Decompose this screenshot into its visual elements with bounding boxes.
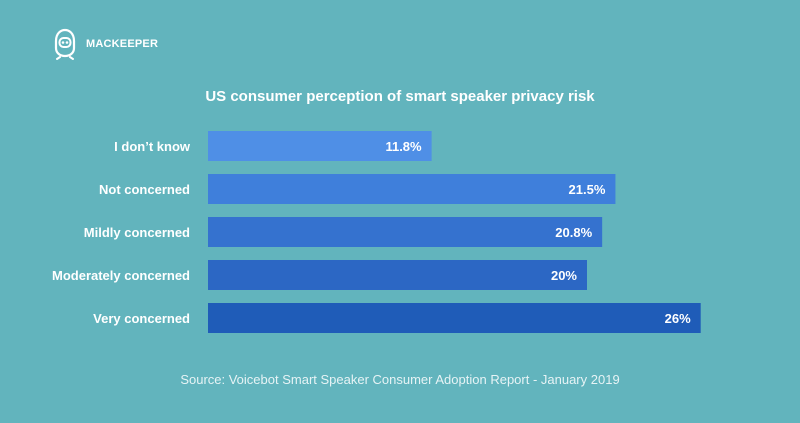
bar (208, 303, 701, 333)
category-label: Mildly concerned (84, 225, 190, 240)
bar (208, 217, 603, 247)
bar-value-label: 20% (551, 268, 577, 283)
bar-value-label: 20.8% (555, 225, 592, 240)
bar (208, 174, 616, 204)
category-label: Not concerned (99, 182, 190, 197)
brand-logo: MACKEEPER (52, 28, 158, 60)
bar (208, 131, 432, 161)
bar (208, 260, 587, 290)
category-label: Very concerned (93, 311, 190, 326)
bar-value-label: 21.5% (569, 182, 606, 197)
category-label: Moderately concerned (52, 268, 190, 283)
brand-name: MACKEEPER (86, 38, 159, 50)
chart-title: US consumer perception of smart speaker … (205, 88, 595, 105)
category-label: I don’t know (114, 139, 191, 154)
bar-value-label: 11.8% (385, 139, 422, 154)
source-note: Source: Voicebot Smart Speaker Consumer … (180, 372, 620, 387)
bar-value-label: 26% (665, 311, 691, 326)
mackeeper-astronaut-icon (54, 28, 76, 60)
